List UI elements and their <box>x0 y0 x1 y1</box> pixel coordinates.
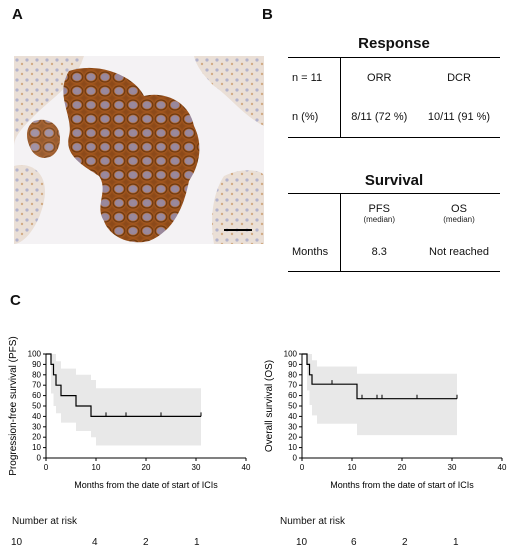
os-risk-count: 6 <box>351 537 357 548</box>
os-y-tick-label: 30 <box>288 422 297 431</box>
response-row-label: n (%) <box>288 97 341 138</box>
pfs-x-tick-label: 0 <box>44 463 49 472</box>
pfs-y-tick-label: 30 <box>32 422 41 431</box>
survival-pfs-label: PFS <box>368 203 390 216</box>
panel-label-b: B <box>262 6 273 23</box>
response-table-title: Response <box>358 35 430 52</box>
immunohistochemistry-micrograph <box>14 56 264 244</box>
pfs-survival-curve <box>46 353 201 417</box>
os-y-tick-label: 100 <box>284 350 298 359</box>
os-risk-label: Number at risk <box>280 516 346 527</box>
pfs-risk-count: 4 <box>92 537 98 548</box>
os-y-tick-label: 70 <box>288 381 297 390</box>
survival-header-pfs: PFS (median) <box>340 193 418 234</box>
os-x-axis-label: Months from the date of start of ICIs <box>330 480 474 490</box>
panel-label-a: A <box>12 6 23 23</box>
os-x-tick-label: 30 <box>448 463 457 472</box>
response-header-n: n = 11 <box>288 57 341 98</box>
survival-os-label: OS <box>451 203 467 216</box>
os-y-axis-label: Overall survival (OS) <box>264 360 275 452</box>
pfs-risk-label: Number at risk <box>12 516 78 527</box>
os-y-tick-label: 20 <box>288 433 297 442</box>
response-header-dcr: DCR <box>418 57 500 98</box>
pfs-x-tick-label: 20 <box>142 463 151 472</box>
pfs-y-tick-label: 100 <box>28 350 42 359</box>
pfs-y-axis-label: Progression-free survival (PFS) <box>8 336 19 475</box>
os-y-tick-label: 40 <box>288 412 297 421</box>
response-dcr-value: 10/11 (91 %) <box>418 97 500 138</box>
pfs-risk-count: 1 <box>194 537 200 548</box>
os-risk-count: 10 <box>296 537 308 548</box>
pfs-y-tick-label: 90 <box>32 360 41 369</box>
pfs-y-tick-label: 60 <box>32 391 41 400</box>
panel-label-c: C <box>10 292 21 309</box>
pfs-y-tick-label: 0 <box>37 454 42 463</box>
os-y-tick-label: 90 <box>288 360 297 369</box>
pfs-y-tick-label: 50 <box>32 402 41 411</box>
os-survival-curve <box>302 353 457 400</box>
survival-os-value: Not reached <box>418 233 500 272</box>
response-header-orr: ORR <box>340 57 418 98</box>
os-x-tick-label: 10 <box>348 463 357 472</box>
pfs-risk-count: 2 <box>143 537 149 548</box>
os-risk-count: 1 <box>453 537 459 548</box>
pfs-x-tick-label: 10 <box>92 463 101 472</box>
survival-os-sublabel: (median) <box>443 215 475 225</box>
pfs-y-tick-label: 40 <box>32 412 41 421</box>
os-y-tick-label: 60 <box>288 391 297 400</box>
os-y-tick-label: 0 <box>293 454 298 463</box>
pfs-y-tick-label: 80 <box>32 370 41 379</box>
pfs-x-tick-label: 40 <box>242 463 251 472</box>
pfs-y-tick-label: 20 <box>32 433 41 442</box>
pfs-confidence-band <box>46 354 201 446</box>
pfs-x-axis-label: Months from the date of start of ICIs <box>74 480 218 490</box>
os-x-tick-label: 40 <box>498 463 507 472</box>
pfs-risk-count: 10 <box>11 537 23 548</box>
os-y-tick-label: 80 <box>288 370 297 379</box>
os-y-tick-label: 50 <box>288 402 297 411</box>
os-confidence-band <box>302 354 457 436</box>
survival-table-title: Survival <box>364 172 424 189</box>
survival-row-label: Months <box>288 233 341 272</box>
survival-pfs-sublabel: (median) <box>363 215 396 225</box>
os-x-tick-label: 0 <box>300 463 305 472</box>
survival-table: PFS (median) OS (median) Months 8.3 Not … <box>288 193 500 272</box>
response-orr-value: 8/11 (72 %) <box>340 97 418 138</box>
response-table: n = 11 ORR DCR n (%) 8/11 (72 %) 10/11 (… <box>288 57 500 138</box>
pfs-y-tick-label: 10 <box>32 443 41 452</box>
pfs-y-tick-label: 70 <box>32 381 41 390</box>
os-x-tick-label: 20 <box>398 463 407 472</box>
os-risk-count: 2 <box>402 537 408 548</box>
survival-header-os: OS (median) <box>418 193 500 234</box>
survival-pfs-value: 8.3 <box>340 233 418 272</box>
pfs-x-tick-label: 30 <box>192 463 201 472</box>
os-y-tick-label: 10 <box>288 443 297 452</box>
